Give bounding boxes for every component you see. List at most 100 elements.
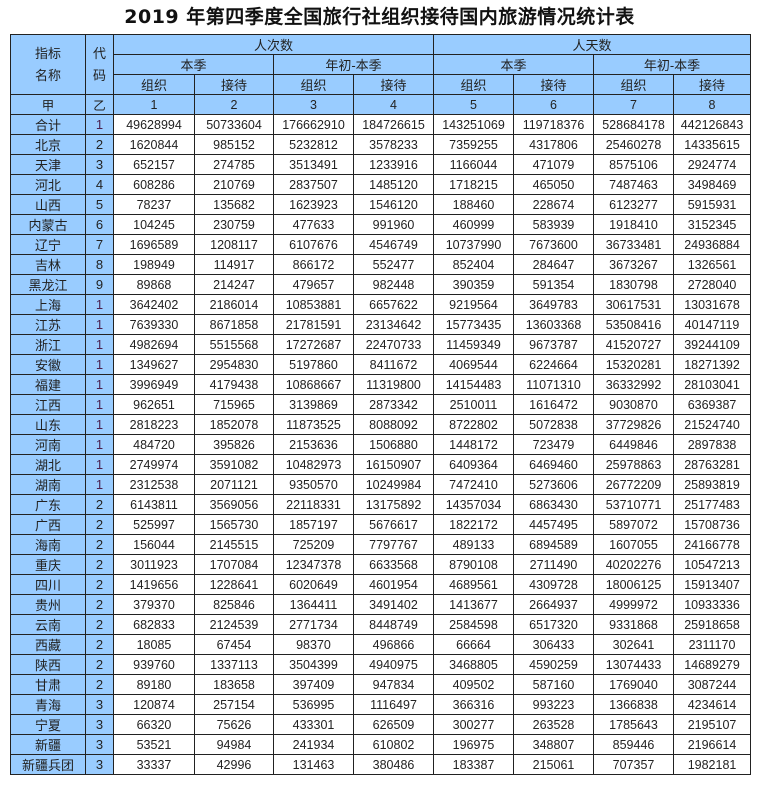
value-cell: 10868667 xyxy=(273,374,354,395)
value-cell: 78237 xyxy=(113,194,195,215)
region-code: 3 xyxy=(85,694,114,715)
value-cell: 214247 xyxy=(194,274,274,295)
value-cell: 21524740 xyxy=(673,414,752,435)
value-cell: 3996949 xyxy=(113,374,195,395)
header-organize: 组织 xyxy=(273,74,354,95)
value-cell: 2186014 xyxy=(194,294,274,315)
value-cell: 536995 xyxy=(273,694,354,715)
value-cell: 3578233 xyxy=(352,134,435,155)
value-cell: 3087244 xyxy=(673,674,752,695)
value-cell: 433301 xyxy=(273,714,354,735)
region-name: 黑龙江 xyxy=(10,274,86,295)
value-cell: 17272687 xyxy=(273,334,354,355)
value-cell: 6517320 xyxy=(513,614,595,635)
region-code: 3 xyxy=(85,154,114,175)
region-code: 1 xyxy=(85,454,114,475)
value-cell: 14689279 xyxy=(673,654,752,675)
value-cell: 50733604 xyxy=(194,114,274,135)
value-cell: 119718376 xyxy=(513,114,595,135)
value-cell: 626509 xyxy=(352,714,435,735)
value-cell: 985152 xyxy=(194,134,274,155)
index-cell: 8 xyxy=(673,94,752,115)
value-cell: 2145515 xyxy=(194,534,274,555)
value-cell: 859446 xyxy=(593,734,675,755)
value-cell: 1326561 xyxy=(673,254,752,275)
value-cell: 284647 xyxy=(513,254,595,275)
region-name: 河北 xyxy=(10,174,86,195)
value-cell: 5915931 xyxy=(673,194,752,215)
table-row: 广西 2 525997 1565730 1857197 5676617 1822172 445… xyxy=(10,514,752,535)
value-cell: 9350570 xyxy=(273,474,354,495)
value-cell: 7472410 xyxy=(433,474,515,495)
value-cell: 4940975 xyxy=(352,654,435,675)
value-cell: 460999 xyxy=(433,214,515,235)
region-code: 1 xyxy=(85,474,114,495)
value-cell: 3152345 xyxy=(673,214,752,235)
value-cell: 2071121 xyxy=(194,474,274,495)
value-cell: 6123277 xyxy=(593,194,675,215)
value-cell: 1918410 xyxy=(593,214,675,235)
value-cell: 300277 xyxy=(433,714,515,735)
value-cell: 14335615 xyxy=(673,134,752,155)
region-name: 甘肃 xyxy=(10,674,86,695)
value-cell: 14154483 xyxy=(433,374,515,395)
value-cell: 4309728 xyxy=(513,574,595,595)
header-receive: 接待 xyxy=(352,74,435,95)
value-cell: 380486 xyxy=(352,754,435,775)
value-cell: 156044 xyxy=(113,534,195,555)
value-cell: 1616472 xyxy=(513,394,595,415)
region-code: 1 xyxy=(85,294,114,315)
value-cell: 210769 xyxy=(194,174,274,195)
value-cell: 5197860 xyxy=(273,354,354,375)
table-row: 新疆兵团 3 33337 42996 131463 380486 183387 215061 7… xyxy=(10,754,752,775)
value-cell: 176662910 xyxy=(273,114,354,135)
index-cell: 乙 xyxy=(85,94,114,115)
table-row: 上海 1 3642402 2186014 10853881 6657622 9219564 3… xyxy=(10,294,752,315)
value-cell: 22118331 xyxy=(273,494,354,515)
value-cell: 13175892 xyxy=(352,494,435,515)
region-name: 辽宁 xyxy=(10,234,86,255)
value-cell: 1830798 xyxy=(593,274,675,295)
region-code: 2 xyxy=(85,674,114,695)
value-cell: 196975 xyxy=(433,734,515,755)
value-cell: 2124539 xyxy=(194,614,274,635)
value-cell: 7797767 xyxy=(352,534,435,555)
region-code: 1 xyxy=(85,414,114,435)
region-code: 1 xyxy=(85,434,114,455)
value-cell: 8575106 xyxy=(593,154,675,175)
header-organize: 组织 xyxy=(433,74,515,95)
region-code: 1 xyxy=(85,114,114,135)
value-cell: 4234614 xyxy=(673,694,752,715)
value-cell: 2510011 xyxy=(433,394,515,415)
value-cell: 22470733 xyxy=(352,334,435,355)
value-cell: 707357 xyxy=(593,754,675,775)
value-cell: 302641 xyxy=(593,634,675,655)
table-row: 黑龙江 9 89868 214247 479657 982448 390359 591354 1… xyxy=(10,274,752,295)
value-cell: 7359255 xyxy=(433,134,515,155)
region-name: 山东 xyxy=(10,414,86,435)
value-cell: 33337 xyxy=(113,754,195,775)
value-cell: 1623923 xyxy=(273,194,354,215)
table-row: 河南 1 484720 395826 2153636 1506880 1448172 7234… xyxy=(10,434,752,455)
value-cell: 390359 xyxy=(433,274,515,295)
value-cell: 484720 xyxy=(113,434,195,455)
value-cell: 6449846 xyxy=(593,434,675,455)
table-row: 四川 2 1419656 1228641 6020649 4601954 4689561 43… xyxy=(10,574,752,595)
value-cell: 274785 xyxy=(194,154,274,175)
value-cell: 24936884 xyxy=(673,234,752,255)
value-cell: 18085 xyxy=(113,634,195,655)
value-cell: 6633568 xyxy=(352,554,435,575)
value-cell: 18271392 xyxy=(673,354,752,375)
table-row: 辽宁 7 1696589 1208117 6107676 4546749 10737990 7… xyxy=(10,234,752,255)
value-cell: 215061 xyxy=(513,754,595,775)
index-cell: 7 xyxy=(593,94,675,115)
value-cell: 2311170 xyxy=(673,634,752,655)
region-code: 3 xyxy=(85,754,114,775)
value-cell: 3649783 xyxy=(513,294,595,315)
value-cell: 1349627 xyxy=(113,354,195,375)
table-row: 重庆 2 3011923 1707084 12347378 6633568 8790108 2… xyxy=(10,554,752,575)
region-code: 2 xyxy=(85,554,114,575)
index-cell: 5 xyxy=(433,94,515,115)
value-cell: 682833 xyxy=(113,614,195,635)
header-this-quarter: 本季 xyxy=(113,54,274,75)
